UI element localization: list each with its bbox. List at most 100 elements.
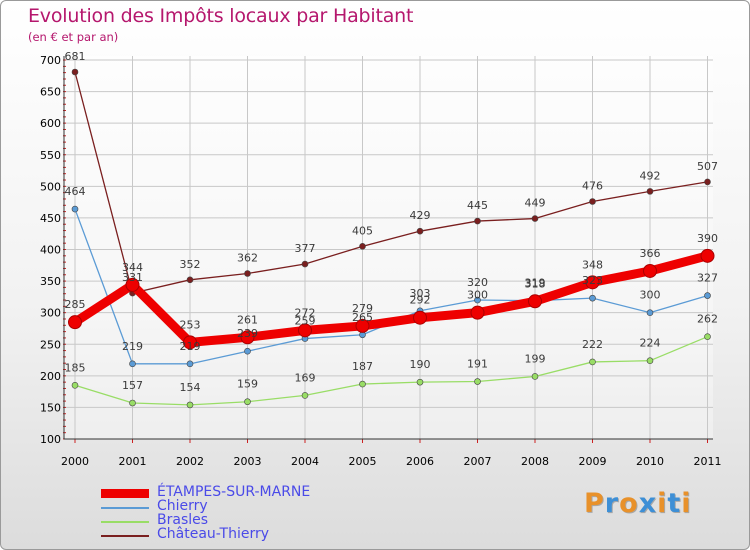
data-point [298,323,312,338]
proxiti-logo: Proxiti [584,488,692,519]
data-point [646,357,654,364]
data-point [183,335,197,350]
data-point [474,217,481,225]
data-label: 492 [640,169,661,182]
data-point [359,243,366,250]
legend-label: Brasles [157,512,209,528]
data-label: 222 [582,338,603,351]
data-label: 292 [410,294,431,307]
x-tick-label: 2004 [291,455,319,468]
data-label: 327 [697,272,718,285]
x-tick-label: 2010 [636,455,664,468]
logo-letter: t [667,488,682,519]
data-label: 449 [525,197,546,210]
data-point [700,248,715,263]
data-point [474,378,481,385]
data-label: 362 [237,252,258,265]
chart-subtitle: (en € et par an) [28,30,119,44]
data-point [240,330,255,345]
data-label: 331 [122,271,143,284]
y-tick-label: 200 [40,370,61,383]
data-label: 445 [467,199,488,212]
data-label: 224 [640,337,661,350]
data-point [244,270,251,277]
data-point [355,318,370,333]
data-label: 191 [467,358,488,371]
data-point [129,360,136,368]
logo-letter: i [681,488,692,519]
data-label: 259 [295,315,316,328]
y-tick-label: 450 [40,212,61,225]
data-label: 261 [237,313,258,326]
x-tick-label: 2003 [234,455,262,468]
data-point [416,227,424,235]
data-label: 187 [352,360,373,373]
data-label: 429 [410,209,431,222]
data-label: 185 [65,361,86,374]
data-point [71,68,79,76]
data-label: 169 [295,371,316,384]
data-label: 377 [295,242,316,255]
data-point [301,260,309,268]
data-point [68,315,82,330]
logo-letter: i [657,488,668,519]
y-tick-label: 350 [40,275,61,288]
logo-letter: r [604,488,620,519]
series-line--tampes-sur-marne [70,251,712,347]
data-label: 507 [697,160,718,173]
data-point [704,333,711,340]
y-tick-label: 700 [40,54,61,67]
legend-label: ÉTAMPES-SUR-MARNE [157,484,311,500]
logo-letter: x [638,488,658,519]
data-point [589,294,596,302]
data-point [359,380,366,388]
data-point [474,296,481,304]
data-point [186,276,194,284]
data-point [646,188,654,195]
y-tick-label: 650 [40,86,61,99]
legend-swatch [101,535,149,537]
data-label: 190 [410,358,431,371]
data-label: 681 [65,50,86,63]
data-label: 265 [352,311,373,324]
x-tick-label: 2001 [119,455,147,468]
data-label: 344 [122,261,143,274]
data-label: 405 [352,224,373,237]
data-point [413,310,427,325]
data-label: 239 [237,327,258,340]
data-label: 199 [525,352,546,365]
data-label: 159 [237,378,258,391]
y-tick-label: 150 [40,401,61,414]
data-label: 253 [180,318,201,331]
x-tick-label: 2011 [694,455,722,468]
data-point [186,360,194,368]
data-label: 348 [582,258,603,271]
data-point [643,263,657,278]
y-tick-label: 600 [40,117,61,130]
x-tick-label: 2009 [579,455,607,468]
data-label: 300 [640,289,661,302]
y-tick-label: 300 [40,307,61,320]
x-tick-label: 2007 [464,455,492,468]
data-point [129,399,136,407]
y-tick-label: 250 [40,338,61,351]
y-tick-label: 500 [40,180,61,193]
legend-label: Chierry [157,498,208,514]
data-label: 318 [525,277,546,290]
data-point [704,292,711,299]
data-point [125,277,140,292]
data-point [301,392,309,399]
logo-letter: o [619,488,639,519]
data-label: 323 [582,274,603,287]
data-label: 272 [295,306,316,319]
data-point [71,382,79,389]
data-label: 366 [640,247,661,260]
chart-title: Evolution des Impôts locaux par Habitant [28,5,414,27]
x-tick-label: 2005 [349,455,377,468]
data-point [71,205,79,213]
data-label: 285 [65,298,86,311]
data-point [589,198,596,205]
series-line-ch-teau-thierry [74,71,709,294]
